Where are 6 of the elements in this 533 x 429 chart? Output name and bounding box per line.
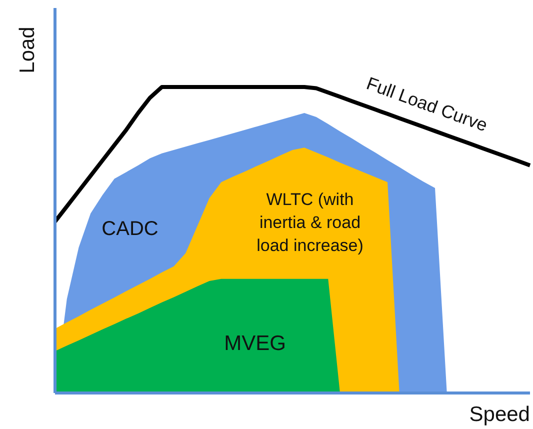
series-label: MVEG (224, 332, 286, 355)
text: Full Load Curve (364, 73, 490, 136)
series-label: CADC (102, 218, 158, 240)
x-axis-title: Speed (469, 403, 530, 426)
y-axis-title: Load (16, 26, 39, 74)
series-label: WLTC (with inertia & road load increase) (256, 190, 364, 255)
